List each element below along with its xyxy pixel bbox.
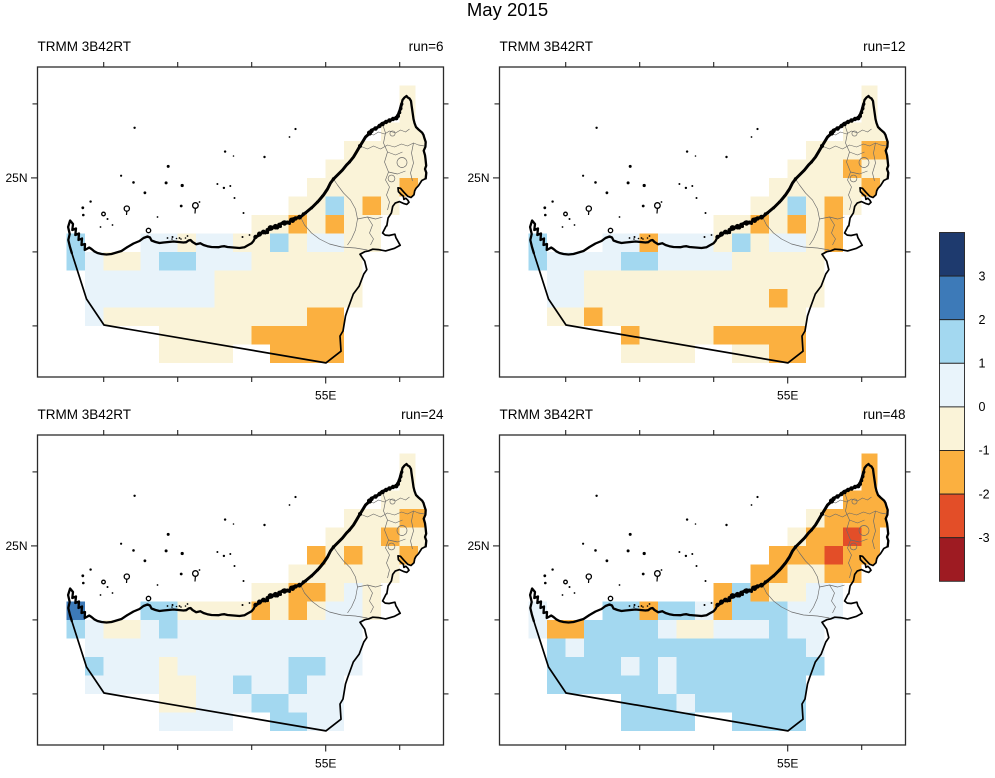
- svg-text:55E: 55E: [315, 757, 336, 771]
- svg-text:25N: 25N: [5, 171, 27, 185]
- svg-text:55E: 55E: [315, 389, 336, 403]
- svg-text:TRMM 3B42RT: TRMM 3B42RT: [38, 39, 132, 54]
- svg-text:25N: 25N: [467, 539, 489, 553]
- svg-text:May 2015: May 2015: [467, 0, 548, 20]
- svg-text:TRMM 3B42RT: TRMM 3B42RT: [500, 39, 594, 54]
- svg-text:55E: 55E: [777, 389, 798, 403]
- svg-text:1: 1: [979, 357, 986, 371]
- svg-text:-1: -1: [979, 444, 990, 458]
- svg-text:2: 2: [979, 313, 986, 327]
- svg-text:TRMM 3B42RT: TRMM 3B42RT: [38, 407, 132, 422]
- svg-text:TRMM 3B42RT: TRMM 3B42RT: [500, 407, 594, 422]
- svg-text:25N: 25N: [467, 171, 489, 185]
- svg-text:0: 0: [979, 400, 986, 414]
- svg-text:3: 3: [979, 269, 986, 283]
- svg-text:-2: -2: [979, 487, 990, 501]
- svg-text:run=48: run=48: [863, 407, 905, 422]
- svg-text:run=6: run=6: [409, 39, 444, 54]
- svg-text:25N: 25N: [5, 539, 27, 553]
- svg-text:-3: -3: [979, 531, 990, 545]
- svg-text:run=24: run=24: [401, 407, 444, 422]
- svg-text:run=12: run=12: [863, 39, 905, 54]
- svg-text:55E: 55E: [777, 757, 798, 771]
